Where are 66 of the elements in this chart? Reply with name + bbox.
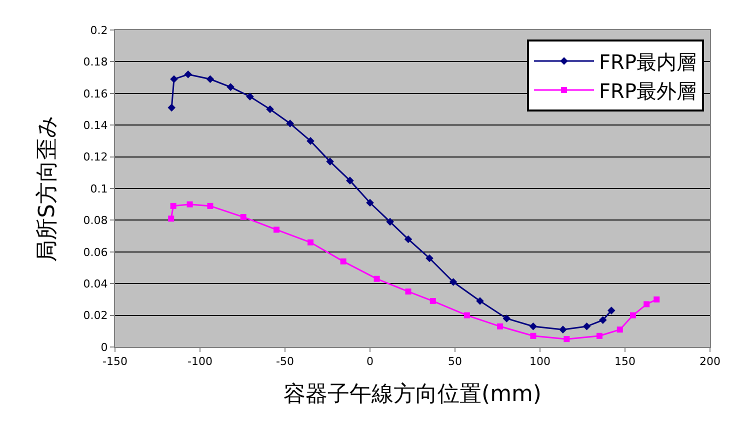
point (502, 314, 511, 322)
y-tick-label: 0.02 (83, 309, 108, 322)
point (530, 332, 536, 339)
y-tick-label: 0.16 (83, 87, 108, 100)
point (529, 322, 538, 330)
y-tick-label: 0.06 (83, 246, 108, 259)
x-tick-label: -50 (276, 355, 294, 368)
point (630, 312, 636, 318)
point (426, 254, 434, 262)
y-tick-label: 0.04 (83, 277, 108, 290)
point (366, 198, 374, 207)
point (184, 70, 192, 78)
x-tick-label: 0 (366, 355, 374, 368)
point (326, 158, 334, 166)
point (596, 332, 602, 339)
point (186, 201, 193, 208)
point (240, 214, 246, 220)
x-axis-title: 容器子午線方向位置(mm) (283, 382, 542, 408)
point (386, 218, 394, 226)
point (246, 92, 254, 100)
point (168, 104, 176, 112)
point (599, 316, 607, 324)
y-axis-title: 局所S方向歪み (35, 115, 60, 262)
point (608, 306, 616, 314)
point (374, 276, 380, 282)
point (266, 105, 274, 114)
point (346, 176, 354, 184)
point (308, 239, 314, 246)
point (286, 120, 294, 128)
x-tick-label: 150 (614, 355, 636, 368)
point (497, 323, 504, 330)
y-tick-label: 0 (100, 340, 108, 354)
point (644, 301, 650, 308)
point (207, 202, 214, 209)
point (274, 226, 280, 233)
x-tick-label: 50 (448, 355, 462, 368)
y-tick-label: 0.1 (90, 182, 108, 196)
point (340, 258, 346, 264)
legend-label: FRP最内層 (599, 50, 697, 74)
y-tick-label: 0.08 (83, 214, 108, 228)
y-tick-label: 0.12 (83, 150, 108, 164)
point (464, 312, 470, 318)
point (306, 137, 314, 145)
point (405, 288, 412, 295)
point (206, 75, 214, 84)
y-tick-label: 0.18 (83, 56, 108, 69)
x-tick-label: 200 (700, 355, 720, 368)
point (559, 326, 567, 334)
point (170, 202, 176, 209)
point (449, 278, 458, 286)
point (170, 75, 178, 84)
y-tick-label: 0.14 (83, 118, 108, 132)
x-tick-label: 100 (530, 355, 550, 368)
point (168, 216, 174, 222)
y-tick-label: 0.2 (90, 24, 108, 37)
point (226, 83, 234, 91)
point (404, 235, 412, 244)
point (564, 336, 570, 342)
point (476, 297, 484, 305)
x-tick-label: -100 (188, 355, 212, 368)
legend-label: FRP最外層 (599, 78, 697, 103)
point (582, 322, 591, 330)
point (654, 296, 660, 302)
point (430, 298, 436, 304)
point (616, 326, 623, 333)
x-tick-label: -150 (102, 355, 128, 368)
